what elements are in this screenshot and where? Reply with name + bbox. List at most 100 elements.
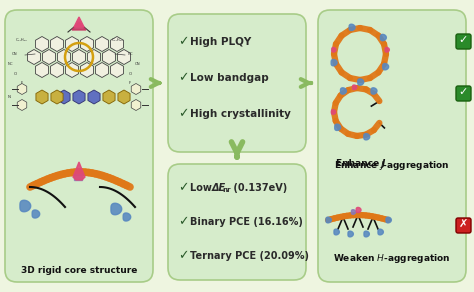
Polygon shape <box>103 90 115 104</box>
FancyBboxPatch shape <box>318 10 466 282</box>
Polygon shape <box>36 90 48 104</box>
Text: (0.137eV): (0.137eV) <box>230 183 287 193</box>
Polygon shape <box>51 62 64 77</box>
Polygon shape <box>334 229 339 235</box>
Text: 3D rigid core structure: 3D rigid core structure <box>21 266 137 275</box>
Text: O: O <box>13 72 17 76</box>
Polygon shape <box>73 162 85 180</box>
Polygon shape <box>386 217 392 223</box>
FancyBboxPatch shape <box>168 164 306 280</box>
Text: High crystallinity: High crystallinity <box>190 109 291 119</box>
Polygon shape <box>17 84 27 95</box>
Polygon shape <box>118 50 130 65</box>
Text: Ternary PCE (20.09%): Ternary PCE (20.09%) <box>190 251 309 261</box>
Polygon shape <box>43 50 55 65</box>
Text: N: N <box>8 95 10 99</box>
Polygon shape <box>73 50 85 65</box>
Polygon shape <box>65 36 79 51</box>
Text: NC: NC <box>7 62 13 66</box>
Text: ✓: ✓ <box>178 107 189 121</box>
Text: nr: nr <box>222 187 230 193</box>
Polygon shape <box>36 36 48 51</box>
Text: Enhance: Enhance <box>336 159 382 168</box>
Text: F: F <box>129 81 131 85</box>
Text: ✓: ✓ <box>178 182 189 194</box>
Text: CN: CN <box>12 52 18 56</box>
Polygon shape <box>88 90 100 104</box>
Text: ✓: ✓ <box>178 249 189 263</box>
Polygon shape <box>349 24 355 31</box>
FancyBboxPatch shape <box>168 14 306 152</box>
Text: O: O <box>128 72 132 76</box>
Polygon shape <box>72 22 86 30</box>
Text: ✗: ✗ <box>459 219 468 229</box>
Text: Binary PCE (16.16%): Binary PCE (16.16%) <box>190 217 303 227</box>
Text: NC: NC <box>127 52 133 56</box>
Polygon shape <box>364 231 369 237</box>
Polygon shape <box>381 34 386 41</box>
Text: C₁₁H₂₃: C₁₁H₂₃ <box>112 38 124 42</box>
Polygon shape <box>32 210 40 218</box>
Polygon shape <box>351 210 356 214</box>
Polygon shape <box>110 36 124 51</box>
Polygon shape <box>88 50 100 65</box>
FancyBboxPatch shape <box>456 34 471 49</box>
Text: ΔE: ΔE <box>212 183 226 193</box>
Polygon shape <box>20 200 31 212</box>
Polygon shape <box>378 229 383 235</box>
Polygon shape <box>335 124 341 131</box>
Polygon shape <box>358 79 364 85</box>
Polygon shape <box>332 48 336 52</box>
Polygon shape <box>51 36 64 51</box>
Polygon shape <box>73 90 85 104</box>
Polygon shape <box>81 62 93 77</box>
FancyBboxPatch shape <box>456 218 471 233</box>
Polygon shape <box>331 110 336 114</box>
Polygon shape <box>110 62 124 77</box>
Text: ✓: ✓ <box>459 87 468 97</box>
FancyBboxPatch shape <box>456 86 471 101</box>
Text: ✓: ✓ <box>178 215 189 229</box>
Polygon shape <box>74 17 84 27</box>
Polygon shape <box>356 207 361 213</box>
Polygon shape <box>81 36 93 51</box>
Polygon shape <box>364 133 370 140</box>
Polygon shape <box>27 50 40 65</box>
Polygon shape <box>111 203 122 215</box>
Polygon shape <box>383 64 389 70</box>
Polygon shape <box>131 84 141 95</box>
Polygon shape <box>57 50 71 65</box>
Polygon shape <box>348 231 354 237</box>
Polygon shape <box>371 88 377 94</box>
Polygon shape <box>340 88 346 94</box>
Text: Low bandgap: Low bandgap <box>190 73 269 83</box>
Polygon shape <box>95 36 109 51</box>
Polygon shape <box>17 100 27 110</box>
Polygon shape <box>131 100 141 110</box>
Text: Enhance $\it{J}$-aggregation: Enhance $\it{J}$-aggregation <box>334 159 450 172</box>
Text: CN: CN <box>135 62 141 66</box>
Polygon shape <box>123 213 131 221</box>
Text: ✓: ✓ <box>178 36 189 48</box>
Polygon shape <box>74 174 82 180</box>
Polygon shape <box>95 62 109 77</box>
FancyBboxPatch shape <box>5 10 153 282</box>
Text: Weaken $\it{H}$-aggregation: Weaken $\it{H}$-aggregation <box>333 252 451 265</box>
Text: F: F <box>21 81 23 85</box>
Text: C₁₁H₂₃: C₁₁H₂₃ <box>16 38 28 42</box>
Polygon shape <box>326 217 331 223</box>
Polygon shape <box>36 62 48 77</box>
Text: ✓: ✓ <box>459 35 468 45</box>
Text: Low: Low <box>190 183 215 193</box>
Polygon shape <box>58 90 70 104</box>
Text: J: J <box>382 159 385 168</box>
Polygon shape <box>51 90 63 104</box>
Polygon shape <box>385 48 389 52</box>
Polygon shape <box>102 50 116 65</box>
Text: High PLQY: High PLQY <box>190 37 251 47</box>
Polygon shape <box>118 90 130 104</box>
Text: ✓: ✓ <box>178 72 189 84</box>
Polygon shape <box>65 62 79 77</box>
Polygon shape <box>331 60 337 66</box>
Polygon shape <box>353 85 357 90</box>
